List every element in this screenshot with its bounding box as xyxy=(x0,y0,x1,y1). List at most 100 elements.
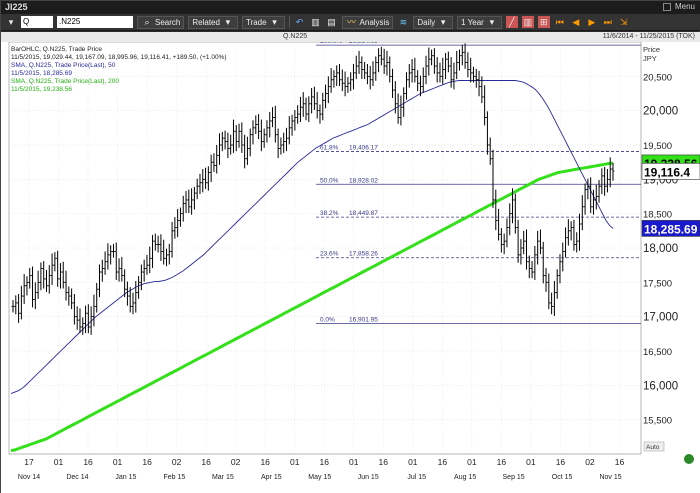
symbol-input[interactable]: .N225 xyxy=(57,16,133,28)
ohlc-bar xyxy=(463,43,467,69)
ohlc-bar xyxy=(237,123,241,148)
ohlc-bar xyxy=(321,92,325,121)
ohlc-bar xyxy=(234,125,238,152)
ohlc-bar xyxy=(284,127,288,152)
ohlc-bar xyxy=(511,188,515,224)
y-tick-label: 18,000 xyxy=(643,243,678,255)
status-dot-icon xyxy=(684,454,694,464)
symbol-type-field[interactable]: Q xyxy=(21,16,53,28)
ohlc-bar xyxy=(56,250,60,287)
dropdown-arrow-icon[interactable]: ▾ xyxy=(8,16,14,27)
x-day-label: 16 xyxy=(320,457,330,467)
ohlc-bar xyxy=(151,234,155,268)
scroll-start-icon[interactable]: ⏮ xyxy=(555,16,564,27)
ohlc-bar xyxy=(187,189,191,213)
ohlc-bar xyxy=(572,219,576,251)
fib-level-value: 17,858.26 xyxy=(349,251,378,258)
ohlc-bar xyxy=(591,189,595,215)
ohlc-bar xyxy=(279,137,283,155)
undo-icon[interactable]: ↶ xyxy=(295,16,304,27)
legend-sma200-value: 11/5/2015, 19,238.56 xyxy=(11,86,72,93)
ohlc-bar xyxy=(524,229,528,270)
analysis-button[interactable]: 〰 Analysis xyxy=(341,15,394,29)
ohlc-bar xyxy=(357,50,361,74)
ohlc-bar xyxy=(519,239,523,265)
ohlc-bar xyxy=(245,136,249,165)
ohlc-bar xyxy=(324,84,328,109)
ohlc-bar xyxy=(430,49,434,66)
legend-sma200: SMA, Q.N225, Trade Price(Last), 200 xyxy=(11,78,119,85)
search-button[interactable]: ⌕ Search xyxy=(137,15,185,29)
overlay-icon[interactable]: ≋ xyxy=(399,16,408,27)
related-button[interactable]: Related ▾ xyxy=(188,15,238,29)
x-day-label: 01 xyxy=(54,457,64,467)
ohlc-bar xyxy=(173,217,177,239)
ohlc-bar xyxy=(374,56,378,81)
interval-button[interactable]: Daily ▾ xyxy=(413,15,454,29)
ohlc-bar xyxy=(276,128,280,159)
ohlc-bar xyxy=(566,219,570,246)
menu-icon xyxy=(662,2,671,11)
ohlc-bar xyxy=(176,208,180,238)
ohlc-bar xyxy=(388,56,392,83)
legend-bars: BarOHLC, Q.N225, Trade Price xyxy=(11,46,102,53)
chart-type-icon[interactable]: ▥ xyxy=(311,16,320,27)
period-button[interactable]: 1 Year ▾ xyxy=(457,15,502,29)
ohlc-bar xyxy=(346,77,350,93)
trade-button[interactable]: Trade ▾ xyxy=(241,15,285,29)
ohlc-bar xyxy=(218,133,222,165)
ohlc-bar xyxy=(335,65,339,86)
scroll-right-icon[interactable]: ▶ xyxy=(588,16,596,27)
ohlc-bar xyxy=(75,306,79,330)
x-day-label: 01 xyxy=(467,457,477,467)
toolbar: ▾ Q .N225 ⌕ Search Related ▾ Trade ▾ ↶ ▥… xyxy=(1,14,700,31)
badge-label: 18,285.69 xyxy=(644,222,698,236)
auto-scale-button[interactable] xyxy=(643,441,665,452)
settings-icon[interactable]: ▤ xyxy=(327,16,336,27)
ohlc-bar xyxy=(148,246,152,274)
x-day-label: 16 xyxy=(260,457,270,467)
ohlc-bar xyxy=(72,294,76,325)
ohlc-bar xyxy=(343,71,347,97)
ohlc-bar xyxy=(513,193,517,234)
ohlc-bar xyxy=(33,282,37,310)
ohlc-bar xyxy=(480,76,484,104)
y-tick-label: 20,500 xyxy=(643,72,672,83)
x-day-label: 17 xyxy=(24,457,34,467)
legend-sma50-value: 11/5/2015, 18,285.69 xyxy=(11,70,72,77)
bar-chart-icon[interactable]: ▥ xyxy=(521,16,534,28)
chart-area[interactable]: 100.0% 20,954.09 61.8% 19,406.17 50.0% 18,928… xyxy=(1,42,700,493)
window-menu[interactable]: Menu xyxy=(662,2,695,11)
fib-level-percent: 100.0% xyxy=(320,42,342,45)
ohlc-bar xyxy=(156,235,160,253)
ohlc-bar xyxy=(541,241,545,284)
ohlc-bar xyxy=(89,306,93,335)
price-chart[interactable]: 100.0% 20,954.09 61.8% 19,406.17 50.0% 18,928… xyxy=(1,42,700,493)
price-badges: 19,238.5619,116.418,285.69 xyxy=(641,154,700,237)
line-chart-icon[interactable]: ╱ xyxy=(505,16,518,28)
x-day-label: 01 xyxy=(113,457,123,467)
ohlc-bar xyxy=(329,68,333,93)
ohlc-bar xyxy=(257,114,261,140)
auto-scale-label: Auto xyxy=(646,444,660,451)
scroll-left-icon[interactable]: ◀ xyxy=(572,16,580,27)
fib-level-value: 19,406.17 xyxy=(349,144,378,151)
scroll-end-icon[interactable]: ⏭ xyxy=(603,16,612,27)
ohlc-bar xyxy=(413,57,417,83)
ohlc-bar xyxy=(371,61,375,86)
zoom-icon[interactable]: ⊞ xyxy=(537,16,550,28)
ohlc-bar xyxy=(298,96,302,122)
ohlc-bar xyxy=(418,75,422,97)
ohlc-bar xyxy=(109,245,113,265)
ohlc-bar xyxy=(125,281,129,306)
ohlc-bar xyxy=(427,47,431,76)
expand-icon[interactable]: ⇲ xyxy=(620,16,628,27)
badge-box xyxy=(641,163,700,180)
ohlc-bar xyxy=(530,261,534,279)
ohlc-bar xyxy=(326,76,330,104)
ohlc-bar xyxy=(527,255,531,279)
ohlc-bar xyxy=(61,261,65,289)
ohlc-bar xyxy=(435,57,439,83)
ohlc-bar xyxy=(111,243,115,258)
